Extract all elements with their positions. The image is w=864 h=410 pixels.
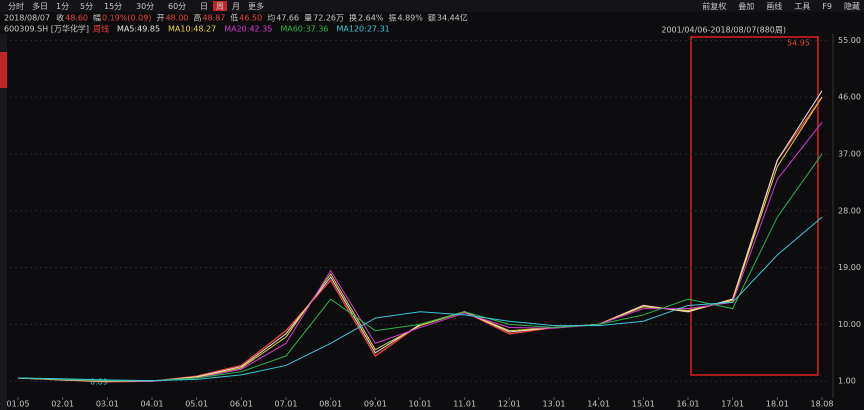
- quote-key: 均: [267, 13, 275, 23]
- legend-title: 600309.SH [万华化学]: [4, 24, 89, 34]
- x-tick-label: 09.01: [364, 400, 387, 409]
- quote-key: 低: [230, 13, 238, 23]
- toolbar-button[interactable]: 前复权: [702, 1, 726, 11]
- legend-entry: MA5:49.85: [117, 25, 160, 34]
- toolbar-tab[interactable]: 日: [200, 2, 208, 11]
- y-tick-label: 1.00: [838, 377, 856, 386]
- quote-value: 46.50: [239, 14, 262, 23]
- x-tick-label: 11.01: [453, 400, 476, 409]
- quote-key: 量: [304, 14, 312, 23]
- toolbar-tab[interactable]: 月: [232, 2, 240, 11]
- x-tick-label: 02.01: [51, 400, 74, 409]
- tab-active: [213, 1, 227, 11]
- toolbar-button[interactable]: 叠加: [738, 1, 754, 11]
- toolbar-tab[interactable]: 5分: [80, 2, 93, 11]
- x-tick-label: 18.01: [766, 400, 789, 409]
- toolbar-tab[interactable]: 更多: [248, 1, 264, 11]
- x-tick-label: 14.01: [587, 400, 610, 409]
- x-tick-label: 18.08: [811, 400, 834, 409]
- x-tick-label: 13.01: [543, 400, 566, 409]
- x-tick-label: 01.05: [7, 400, 30, 409]
- toolbar-tab[interactable]: 15分: [104, 2, 122, 11]
- x-tick-label: 16.01: [677, 400, 700, 409]
- legend-entry: MA120:27.31: [337, 25, 390, 34]
- y-tick-label: 55.00: [838, 36, 861, 45]
- quote-key: 额: [428, 13, 436, 23]
- series-line: [17, 90, 823, 383]
- quote-key: 收: [56, 13, 64, 23]
- series-line: [17, 216, 823, 382]
- side-tab: [0, 52, 7, 88]
- legend-entry: 周线: [93, 24, 109, 34]
- series-line: [17, 96, 823, 382]
- series-line: [17, 96, 823, 383]
- x-tick-label: 15.01: [632, 400, 655, 409]
- x-tick-label: 05.01: [185, 400, 208, 409]
- quote-value: 48.60: [65, 14, 88, 23]
- toolbar: [0, 0, 864, 12]
- quote-key: 2018/08/07: [4, 14, 50, 23]
- x-tick-label: 08.01: [319, 400, 342, 409]
- quote-value: 47.66: [276, 14, 299, 23]
- max-label: 54.95: [787, 39, 810, 48]
- quote-value: 2.64%: [358, 14, 384, 23]
- x-tick-label: 07.01: [275, 400, 298, 409]
- y-tick-label: 37.00: [838, 149, 861, 158]
- legend-entry: MA60:37.36: [280, 25, 328, 34]
- y-tick-label: 46.00: [838, 93, 861, 102]
- quote-value: 48.87: [202, 14, 225, 23]
- quote-key: 高: [193, 13, 201, 23]
- quote-value: 0.19%(0.09): [102, 14, 151, 23]
- toolbar-tab[interactable]: 多日: [32, 1, 48, 11]
- quote-value: 72.26万: [313, 14, 344, 23]
- quote-key: 开: [156, 14, 164, 23]
- toolbar-tab[interactable]: 60分: [168, 2, 186, 11]
- toolbar-button[interactable]: 隐藏: [844, 1, 860, 11]
- toolbar-tab[interactable]: 周: [216, 2, 224, 11]
- x-tick-label: 10.01: [409, 400, 432, 409]
- legend-entry: MA20:42.35: [224, 25, 272, 34]
- quote-key: 幅: [93, 13, 101, 23]
- toolbar-tab[interactable]: 30分: [136, 2, 154, 11]
- y-tick-label: 19.00: [838, 263, 861, 272]
- toolbar-button[interactable]: 工具: [794, 2, 810, 11]
- quote-value: 4.89%: [397, 14, 423, 23]
- x-tick-label: 03.01: [96, 400, 119, 409]
- x-tick-label: 06.01: [230, 400, 253, 409]
- quote-value: 48.00: [165, 14, 188, 23]
- x-tick-label: 17.01: [721, 400, 744, 409]
- toolbar-button[interactable]: 画线: [766, 1, 782, 11]
- quote-key: 换: [349, 13, 357, 23]
- range-label[interactable]: 2001/04/06-2018/08/07(880周): [661, 26, 786, 35]
- toolbar-button[interactable]: F9: [822, 2, 832, 11]
- y-tick-label: 10.00: [838, 320, 861, 329]
- side-strip: [0, 34, 7, 410]
- series-line: [17, 122, 823, 382]
- quote-key: 振: [388, 13, 396, 23]
- quote-value: 34.44亿: [437, 13, 468, 23]
- y-tick-label: 28.00: [838, 206, 861, 215]
- x-tick-label: 12.01: [498, 400, 521, 409]
- highlight-box: [690, 36, 819, 376]
- toolbar-tab[interactable]: 分时: [8, 1, 24, 11]
- toolbar-tab[interactable]: 1分: [56, 2, 69, 11]
- x-tick-label: 04.01: [141, 400, 164, 409]
- legend-entry: MA10:48.27: [168, 25, 216, 34]
